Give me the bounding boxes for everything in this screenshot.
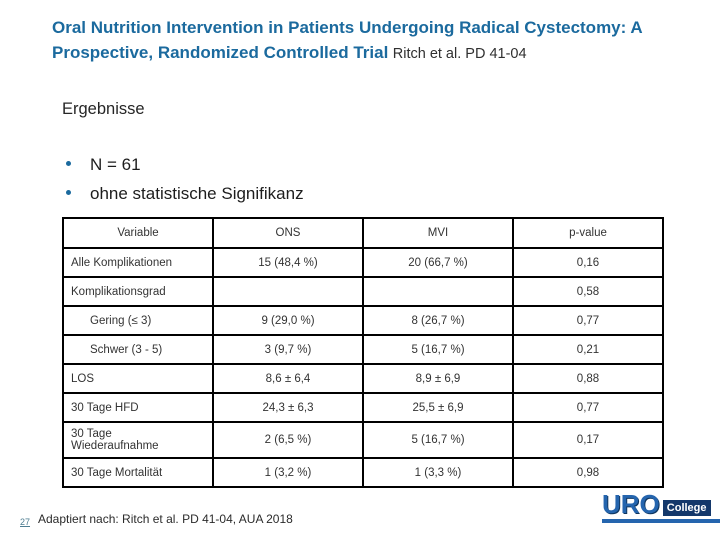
cell-ons: 2 (6,5 %) <box>212 421 364 459</box>
slide-title-main: Oral Nutrition Intervention in Patients … <box>52 18 643 62</box>
table-row: LOS 8,6 ± 6,4 8,9 ± 6,9 0,88 <box>62 363 664 394</box>
cell-variable: Komplikationsgrad <box>62 276 214 307</box>
cell-ons: 9 (29,0 %) <box>212 305 364 336</box>
cell-mvi: 5 (16,7 %) <box>362 421 514 459</box>
cell-ons: 1 (3,2 %) <box>212 457 364 488</box>
cell-variable: 30 Tage HFD <box>62 392 214 423</box>
table-row: 30 Tage Wiederaufnahme 2 (6,5 %) 5 (16,7… <box>62 421 664 459</box>
logo-text-uro: URO <box>602 489 660 519</box>
column-header-ons: ONS <box>212 217 364 249</box>
cell-p-value: 0,16 <box>512 247 664 278</box>
table-row: 30 Tage HFD 24,3 ± 6,3 25,5 ± 6,9 0,77 <box>62 392 664 423</box>
cell-p-value: 0,77 <box>512 392 664 423</box>
cell-p-value: 0,98 <box>512 457 664 488</box>
table-row: Komplikationsgrad 0,58 <box>62 276 664 307</box>
column-header-variable: Variable <box>62 217 214 249</box>
cell-ons: 3 (9,7 %) <box>212 334 364 365</box>
column-header-p-value: p-value <box>512 217 664 249</box>
bullet-item: ohne statistische Signifikanz <box>66 184 304 204</box>
footer-source-note: Adaptiert nach: Ritch et al. PD 41-04, A… <box>38 512 293 526</box>
cell-ons: 24,3 ± 6,3 <box>212 392 364 423</box>
bullet-text: ohne statistische Signifikanz <box>90 184 304 203</box>
cell-p-value: 0,21 <box>512 334 664 365</box>
uro-college-logo: URO College <box>602 489 720 523</box>
cell-p-value: 0,17 <box>512 421 664 459</box>
section-heading: Ergebnisse <box>62 100 145 118</box>
cell-mvi: 1 (3,3 %) <box>362 457 514 488</box>
cell-variable: Alle Komplikationen <box>62 247 214 278</box>
cell-mvi: 8 (26,7 %) <box>362 305 514 336</box>
cell-p-value: 0,88 <box>512 363 664 394</box>
logo-text-college: College <box>662 500 711 516</box>
table-row: 30 Tage Mortalität 1 (3,2 %) 1 (3,3 %) 0… <box>62 457 664 488</box>
results-table: Variable ONS MVI p-value Alle Komplikati… <box>62 217 664 488</box>
cell-mvi: 20 (66,7 %) <box>362 247 514 278</box>
cell-p-value: 0,58 <box>512 276 664 307</box>
slide-title-attribution: Ritch et al. PD 41-04 <box>392 46 527 62</box>
table-row: Schwer (3 - 5) 3 (9,7 %) 5 (16,7 %) 0,21 <box>62 334 664 365</box>
cell-variable: Gering (≤ 3) <box>62 305 214 336</box>
bullet-dot-icon <box>66 190 71 195</box>
bullet-text: N = 61 <box>90 155 141 174</box>
cell-variable: LOS <box>62 363 214 394</box>
bullet-list: N = 61 ohne statistische Signifikanz <box>66 155 304 213</box>
page-number: 27 <box>20 517 31 527</box>
cell-variable: 30 Tage Mortalität <box>62 457 214 488</box>
column-header-mvi: MVI <box>362 217 514 249</box>
cell-mvi: 5 (16,7 %) <box>362 334 514 365</box>
slide-title: Oral Nutrition Intervention in Patients … <box>52 16 674 66</box>
cell-ons: 15 (48,4 %) <box>212 247 364 278</box>
table-header-row: Variable ONS MVI p-value <box>62 217 664 249</box>
cell-ons <box>212 276 364 307</box>
logo-underline <box>602 519 720 523</box>
table-row: Gering (≤ 3) 9 (29,0 %) 8 (26,7 %) 0,77 <box>62 305 664 336</box>
cell-mvi: 8,9 ± 6,9 <box>362 363 514 394</box>
cell-variable: Schwer (3 - 5) <box>62 334 214 365</box>
cell-ons: 8,6 ± 6,4 <box>212 363 364 394</box>
table-row: Alle Komplikationen 15 (48,4 %) 20 (66,7… <box>62 247 664 278</box>
bullet-item: N = 61 <box>66 155 304 175</box>
bullet-dot-icon <box>66 161 71 166</box>
cell-mvi: 25,5 ± 6,9 <box>362 392 514 423</box>
cell-variable: 30 Tage Wiederaufnahme <box>62 421 214 459</box>
cell-p-value: 0,77 <box>512 305 664 336</box>
cell-mvi <box>362 276 514 307</box>
